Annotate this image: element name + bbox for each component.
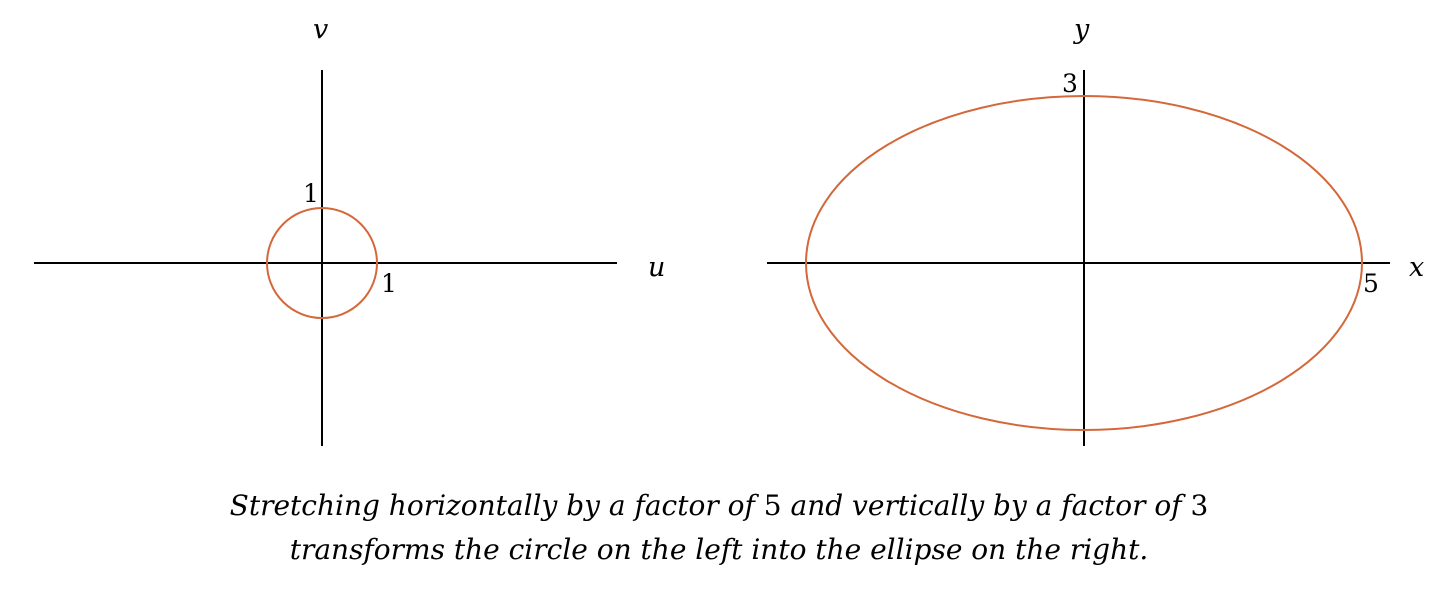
caption-text: Stretching horizontally by a factor of: [229, 489, 755, 522]
right-y-axis-label: y: [1073, 14, 1090, 45]
figure-caption: Stretching horizontally by a factor of 5…: [0, 484, 1438, 572]
right-vertical-tick-label: 3: [1062, 69, 1078, 98]
left-vertical-tick-label: 1: [303, 179, 319, 208]
right-horizontal-tick-label: 5: [1363, 269, 1379, 298]
transformation-figure: 1 1 v u 3 5 y x: [34, 14, 1424, 446]
caption-line-1: Stretching horizontally by a factor of 5…: [0, 484, 1438, 528]
left-horizontal-tick-label: 1: [381, 269, 397, 298]
left-u-axis-label: u: [648, 252, 665, 283]
caption-line-2: transforms the circle on the left into t…: [289, 533, 1149, 566]
right-x-axis-label: x: [1409, 252, 1424, 283]
caption-text: and vertically by a factor of: [790, 489, 1182, 522]
caption-number: 3: [1190, 489, 1209, 522]
caption-number: 5: [763, 489, 782, 522]
ellipse: [805, 95, 1363, 431]
left-v-axis-label: v: [313, 14, 328, 45]
right-plot: 3 5 y x: [767, 14, 1424, 446]
unit-circle: [266, 207, 378, 319]
left-plot: 1 1 v u: [34, 14, 665, 446]
